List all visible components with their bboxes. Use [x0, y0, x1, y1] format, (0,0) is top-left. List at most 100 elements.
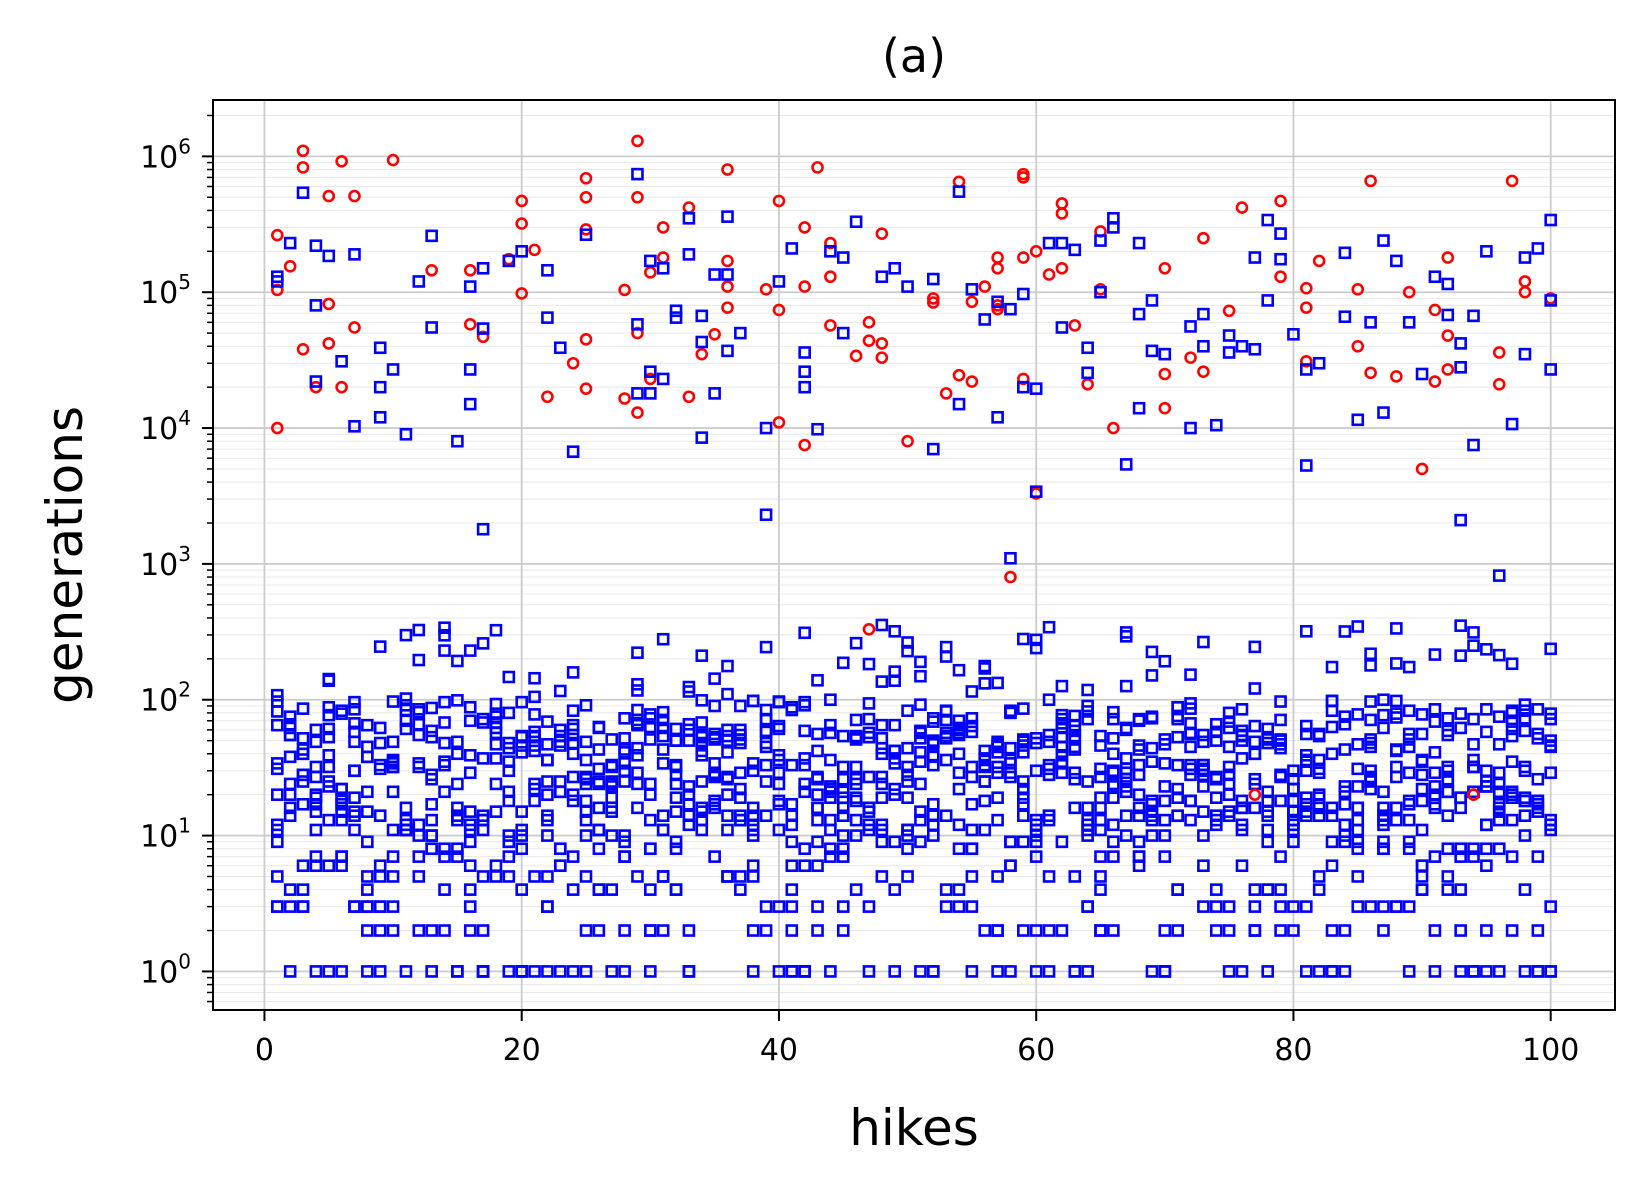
square-marker	[708, 672, 721, 685]
square-marker	[541, 775, 554, 788]
square-marker	[1145, 741, 1159, 755]
square-marker	[541, 900, 554, 913]
square-marker	[798, 626, 811, 640]
square-marker	[1364, 659, 1377, 672]
square-marker	[644, 777, 657, 791]
square-marker	[1505, 850, 1519, 863]
square-marker	[644, 365, 657, 378]
circle-marker	[721, 163, 734, 176]
square-marker	[463, 766, 477, 780]
circle-marker	[656, 251, 670, 264]
square-marker	[463, 835, 477, 849]
square-marker	[425, 965, 438, 978]
square-marker	[695, 813, 709, 827]
circle-marker	[1415, 462, 1429, 476]
square-marker	[888, 965, 902, 978]
circle-marker	[1158, 401, 1172, 415]
square-marker	[1338, 625, 1352, 638]
circle-marker	[631, 190, 644, 204]
square-marker	[1518, 883, 1532, 896]
square-marker	[1351, 842, 1365, 856]
square-marker	[1454, 619, 1467, 632]
square-marker	[888, 665, 902, 678]
square-marker	[1492, 766, 1506, 780]
square-marker	[476, 716, 490, 729]
square-marker	[1480, 818, 1493, 832]
square-marker	[1402, 900, 1416, 913]
square-marker	[721, 746, 734, 759]
square-marker	[296, 732, 310, 745]
square-marker	[1248, 883, 1262, 896]
square-marker	[1531, 242, 1545, 255]
square-marker	[348, 420, 361, 433]
x-tick-label: 80	[1274, 1033, 1312, 1068]
square-marker	[1390, 770, 1403, 784]
square-marker	[1325, 720, 1339, 734]
y-tick-label: 103	[140, 542, 191, 583]
square-marker	[1287, 835, 1300, 849]
square-marker	[348, 248, 361, 261]
square-marker	[746, 924, 760, 937]
circle-marker	[271, 283, 284, 297]
square-marker	[335, 355, 348, 368]
square-marker	[1312, 870, 1326, 883]
square-marker	[1300, 755, 1313, 768]
square-marker	[348, 764, 361, 778]
square-marker	[579, 794, 593, 808]
square-marker	[1492, 737, 1506, 751]
square-marker	[1132, 401, 1146, 415]
plot-marks	[271, 134, 1557, 978]
square-marker	[695, 431, 709, 444]
square-marker	[1235, 801, 1249, 815]
square-marker	[721, 268, 734, 281]
square-marker	[1492, 965, 1506, 978]
square-marker	[1107, 747, 1120, 761]
square-marker	[361, 965, 374, 978]
square-marker	[335, 794, 348, 808]
square-marker	[644, 720, 657, 734]
square-marker	[489, 777, 503, 791]
square-marker	[1209, 717, 1223, 731]
square-marker	[399, 823, 413, 837]
square-marker	[939, 900, 953, 913]
square-marker	[1351, 900, 1365, 913]
square-marker	[348, 823, 361, 837]
square-marker	[386, 900, 400, 913]
square-marker	[1029, 382, 1043, 395]
square-marker	[965, 870, 979, 883]
square-marker	[1017, 924, 1030, 937]
square-marker	[952, 766, 966, 780]
square-marker	[1428, 850, 1442, 863]
square-marker	[901, 842, 914, 856]
square-marker	[618, 764, 631, 778]
square-marker	[1505, 704, 1519, 718]
square-marker	[528, 708, 541, 721]
square-marker	[373, 762, 387, 776]
square-marker	[772, 900, 786, 913]
square-marker	[888, 625, 902, 638]
square-marker	[1171, 712, 1184, 726]
square-marker	[1325, 747, 1339, 761]
circle-marker	[759, 283, 773, 296]
square-marker	[476, 322, 490, 335]
square-marker	[322, 859, 336, 873]
square-marker	[1415, 367, 1429, 381]
square-marker	[438, 736, 451, 750]
square-marker	[271, 275, 284, 288]
square-marker	[798, 695, 811, 709]
square-marker	[1145, 294, 1159, 307]
square-marker	[541, 715, 554, 728]
square-marker	[296, 743, 310, 756]
square-marker	[528, 870, 541, 883]
square-marker	[1390, 622, 1403, 635]
circle-marker	[1492, 377, 1506, 391]
square-marker	[1261, 805, 1275, 818]
square-marker	[1197, 339, 1210, 353]
square-marker	[1531, 850, 1545, 863]
square-marker	[1235, 859, 1249, 873]
square-marker	[1364, 900, 1377, 913]
square-marker	[1325, 694, 1339, 708]
square-marker	[1300, 748, 1313, 762]
square-marker	[412, 850, 426, 863]
square-marker	[566, 770, 580, 784]
